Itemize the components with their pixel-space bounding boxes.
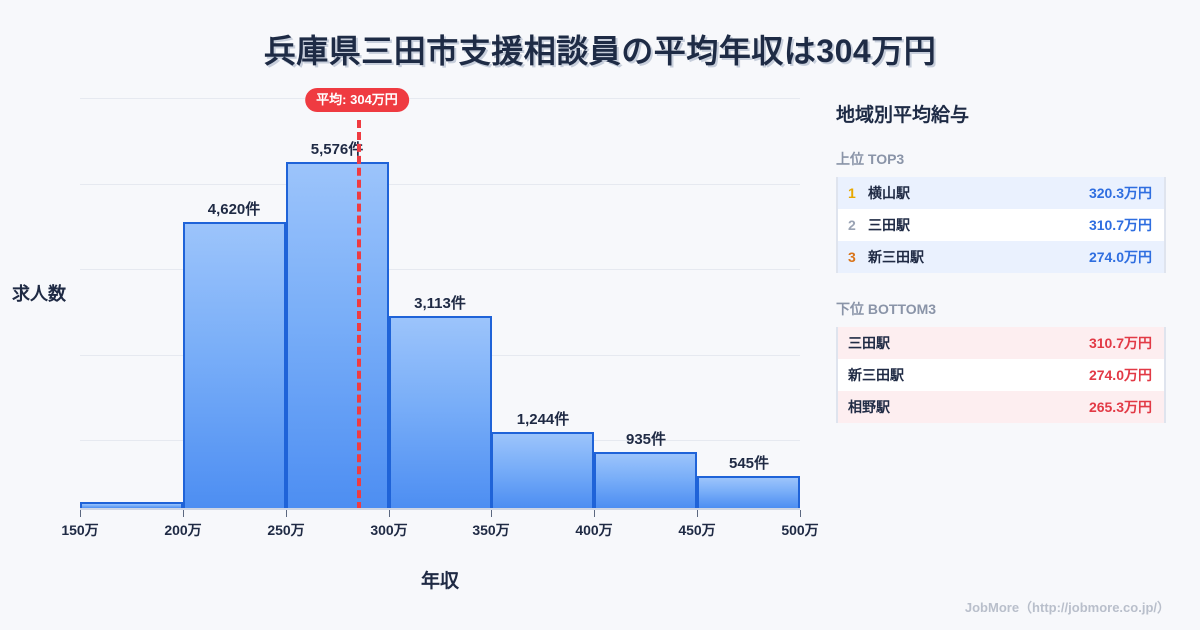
rank-row[interactable]: 相野駅 265.3万円 — [838, 391, 1164, 423]
y-axis-title: 求人数 — [12, 284, 66, 304]
salary-value: 274.0万円 — [1088, 249, 1152, 265]
station-name: 横山駅 — [868, 185, 910, 201]
top3-section: 上位 TOP3 1 横山駅 320.3万円 2 三田駅 310.7万円 3 新三田駅 274.0… — [836, 149, 1166, 273]
plot-area: 4,620件 5,576件 3,113件 1,244件 935件 545件 150万 200… — [61, 88, 819, 538]
top3-heading: 上位 TOP3 — [836, 151, 905, 167]
x-axis-label: 250万 — [267, 522, 305, 538]
salary-value: 320.3万円 — [1088, 185, 1152, 201]
rank-number: 1 — [848, 185, 856, 201]
side-panel-title: 地域別平均給与 — [836, 105, 970, 126]
x-axis-tick — [697, 510, 698, 517]
rank-row[interactable]: 三田駅 310.7万円 — [838, 327, 1164, 359]
gridline — [80, 98, 800, 99]
x-axis-label: 150万 — [61, 522, 99, 538]
rank-row[interactable]: 2 三田駅 310.7万円 — [838, 209, 1164, 241]
top3-table: 1 横山駅 320.3万円 2 三田駅 310.7万円 3 新三田駅 274.0万円 — [836, 177, 1166, 273]
rank-row[interactable]: 1 横山駅 320.3万円 — [838, 177, 1164, 209]
salary-value: 265.3万円 — [1088, 399, 1152, 415]
page-title: 兵庫県三田市支援相談員の平均年収は304万円 — [263, 33, 937, 69]
x-axis-label: 350万 — [472, 522, 510, 538]
bottom3-section: 下位 BOTTOM3 三田駅 310.7万円新三田駅 274.0万円相野駅 265.3… — [836, 299, 1166, 423]
bar — [697, 476, 800, 510]
station-name: 新三田駅 — [868, 249, 924, 265]
average-badge: 平均: 304万円 — [305, 88, 409, 112]
rank-row[interactable]: 新三田駅 274.0万円 — [838, 359, 1164, 391]
average-dashed-line — [357, 120, 361, 510]
salary-value: 310.7万円 — [1088, 217, 1152, 233]
x-axis-label: 200万 — [164, 522, 202, 538]
x-axis-tick — [491, 510, 492, 517]
bottom3-table: 三田駅 310.7万円新三田駅 274.0万円相野駅 265.3万円 — [836, 327, 1166, 423]
x-axis-label: 450万 — [678, 522, 716, 538]
bar-value-label: 545件 — [728, 455, 770, 472]
x-axis-tick — [594, 510, 595, 517]
bar — [389, 316, 492, 510]
rank-number: 2 — [848, 217, 856, 233]
x-axis-tick — [389, 510, 390, 517]
bar-value-label: 935件 — [625, 431, 667, 448]
bar — [286, 162, 389, 510]
chart-region: 求人数 4,620件 5,576件 3,113件 1,244件 935件 545件 150… — [0, 88, 820, 598]
footer-credit: JobMore（http://jobmore.co.jp/） — [964, 600, 1170, 615]
x-axis-label: 500万 — [781, 522, 819, 538]
gridline — [80, 269, 800, 270]
x-axis-tick — [183, 510, 184, 517]
bar-value-label: 5,576件 — [310, 141, 364, 158]
station-name: 新三田駅 — [848, 367, 904, 383]
bar-value-label: 1,244件 — [516, 411, 570, 428]
gridline — [80, 184, 800, 185]
bottom3-heading: 下位 BOTTOM3 — [836, 301, 937, 317]
x-axis-title: 年収 — [420, 571, 459, 592]
x-axis-tick — [80, 510, 81, 517]
bar — [594, 452, 697, 510]
bar-value-label: 4,620件 — [207, 201, 261, 218]
x-axis-tick — [286, 510, 287, 517]
x-axis-tick — [800, 510, 801, 517]
x-axis-line — [80, 508, 800, 510]
rank-row[interactable]: 3 新三田駅 274.0万円 — [838, 241, 1164, 273]
regional-salary-panel: 地域別平均給与 上位 TOP3 1 横山駅 320.3万円 2 三田駅 310.7万円 3 新… — [836, 100, 1166, 449]
x-axis-label: 300万 — [370, 522, 408, 538]
bar-value-label: 3,113件 — [414, 295, 466, 312]
x-axis-label: 400万 — [575, 522, 613, 538]
bar — [183, 222, 286, 510]
bar — [491, 432, 594, 510]
station-name: 三田駅 — [868, 217, 910, 233]
salary-value: 310.7万円 — [1088, 335, 1152, 351]
station-name: 相野駅 — [848, 399, 890, 415]
salary-value: 274.0万円 — [1088, 367, 1152, 383]
rank-number: 3 — [848, 249, 856, 265]
station-name: 三田駅 — [848, 335, 890, 351]
